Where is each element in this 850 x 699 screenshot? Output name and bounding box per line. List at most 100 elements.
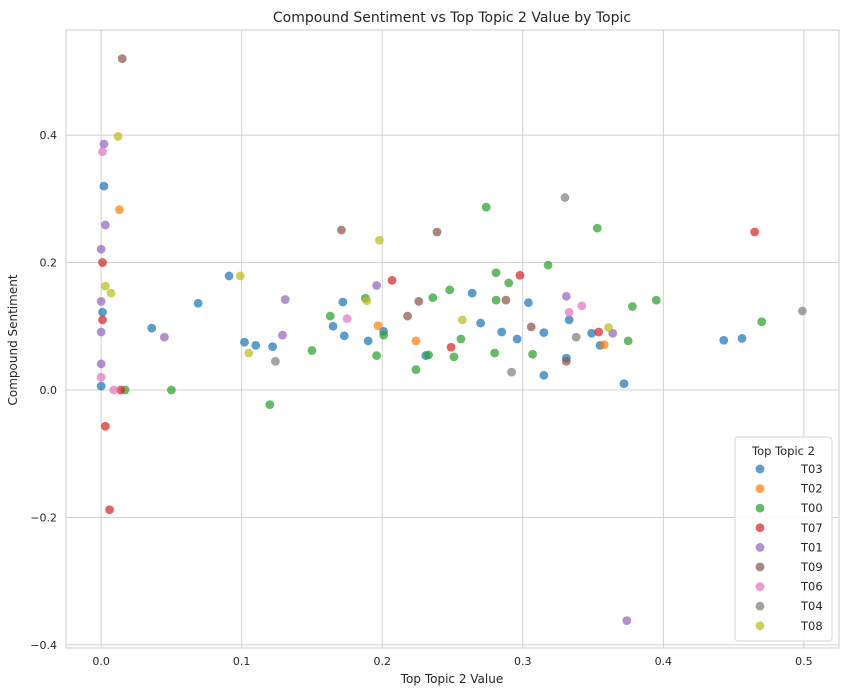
legend-marker xyxy=(755,523,765,533)
data-point xyxy=(307,346,317,355)
legend-marker xyxy=(755,601,765,611)
data-point xyxy=(244,348,254,358)
data-point xyxy=(167,385,176,395)
x-tick-label: 0.5 xyxy=(795,655,813,668)
data-point xyxy=(449,352,459,362)
series-t09 xyxy=(117,54,571,366)
data-point xyxy=(594,327,604,337)
legend-label: T04 xyxy=(800,599,823,613)
data-point xyxy=(96,372,106,382)
data-point xyxy=(379,330,389,340)
series-t08 xyxy=(100,131,613,358)
data-point xyxy=(627,302,637,311)
x-tick-label: 0.0 xyxy=(92,655,110,668)
legend-label: T02 xyxy=(800,482,823,496)
data-point xyxy=(523,298,533,308)
data-point xyxy=(387,275,397,285)
legend-marker xyxy=(755,562,765,572)
data-point xyxy=(476,318,486,328)
data-point xyxy=(98,147,107,157)
legend-label: T07 xyxy=(800,521,823,535)
data-point xyxy=(571,332,581,342)
series-t06 xyxy=(96,147,587,395)
data-point xyxy=(363,336,373,346)
data-point xyxy=(98,258,107,267)
data-point xyxy=(337,225,346,235)
data-point xyxy=(798,306,807,316)
data-point xyxy=(98,315,107,325)
data-point xyxy=(604,323,613,332)
data-point xyxy=(159,332,169,342)
series-t01 xyxy=(96,139,632,626)
data-point xyxy=(651,295,661,305)
data-point xyxy=(539,328,549,338)
legend-marker xyxy=(755,484,765,493)
data-point xyxy=(265,400,275,410)
data-point xyxy=(467,288,477,298)
series-t02 xyxy=(115,205,609,350)
data-point xyxy=(526,322,536,332)
y-axis-label: Compound Sentiment xyxy=(6,274,20,405)
data-point xyxy=(147,323,157,333)
data-point xyxy=(271,356,280,366)
data-point xyxy=(561,291,571,301)
data-point xyxy=(372,351,382,360)
data-point xyxy=(278,330,287,340)
y-tick-label: −0.4 xyxy=(30,639,57,652)
legend-marker xyxy=(755,503,765,513)
data-point xyxy=(115,205,124,215)
data-point xyxy=(414,297,424,306)
data-point xyxy=(372,281,382,290)
data-point xyxy=(561,356,571,366)
legend-marker xyxy=(755,543,765,552)
data-point xyxy=(268,342,278,352)
legend-marker xyxy=(755,464,765,474)
data-point xyxy=(587,328,597,338)
data-point xyxy=(428,293,438,302)
data-point xyxy=(737,333,747,343)
data-point xyxy=(105,505,114,515)
data-point xyxy=(96,244,106,254)
legend-marker xyxy=(755,582,765,591)
data-point xyxy=(280,295,290,304)
data-point xyxy=(481,202,491,212)
data-point xyxy=(100,421,110,431)
legend-marker xyxy=(755,621,765,631)
data-point xyxy=(457,315,467,325)
data-point xyxy=(490,348,500,358)
data-point xyxy=(564,315,574,325)
x-tick-label: 0.1 xyxy=(233,655,251,668)
data-point xyxy=(543,260,553,270)
data-point xyxy=(325,311,335,321)
data-point xyxy=(117,54,127,64)
data-point xyxy=(98,307,107,317)
data-point xyxy=(116,385,126,395)
data-point xyxy=(622,616,632,626)
legend-title: Top Topic 2 xyxy=(751,444,815,458)
data-point xyxy=(235,271,245,281)
y-tick-label: −0.2 xyxy=(30,511,57,524)
data-point xyxy=(491,295,501,305)
data-point xyxy=(445,285,455,295)
data-point xyxy=(528,349,538,359)
data-point xyxy=(251,340,261,350)
series-t04 xyxy=(271,193,807,377)
data-point xyxy=(491,268,501,278)
data-point xyxy=(592,223,602,233)
data-point xyxy=(339,331,349,341)
legend-label: T00 xyxy=(800,501,823,515)
data-point xyxy=(515,270,525,280)
data-point xyxy=(750,227,760,237)
legend-label: T03 xyxy=(800,462,823,476)
y-tick-label: 0.2 xyxy=(40,257,58,270)
data-point xyxy=(373,321,383,331)
data-point xyxy=(375,235,384,245)
data-point xyxy=(96,359,106,369)
data-point xyxy=(411,365,421,374)
data-point xyxy=(757,317,767,327)
data-point xyxy=(224,271,234,281)
data-point xyxy=(456,334,466,344)
data-point xyxy=(719,335,729,345)
